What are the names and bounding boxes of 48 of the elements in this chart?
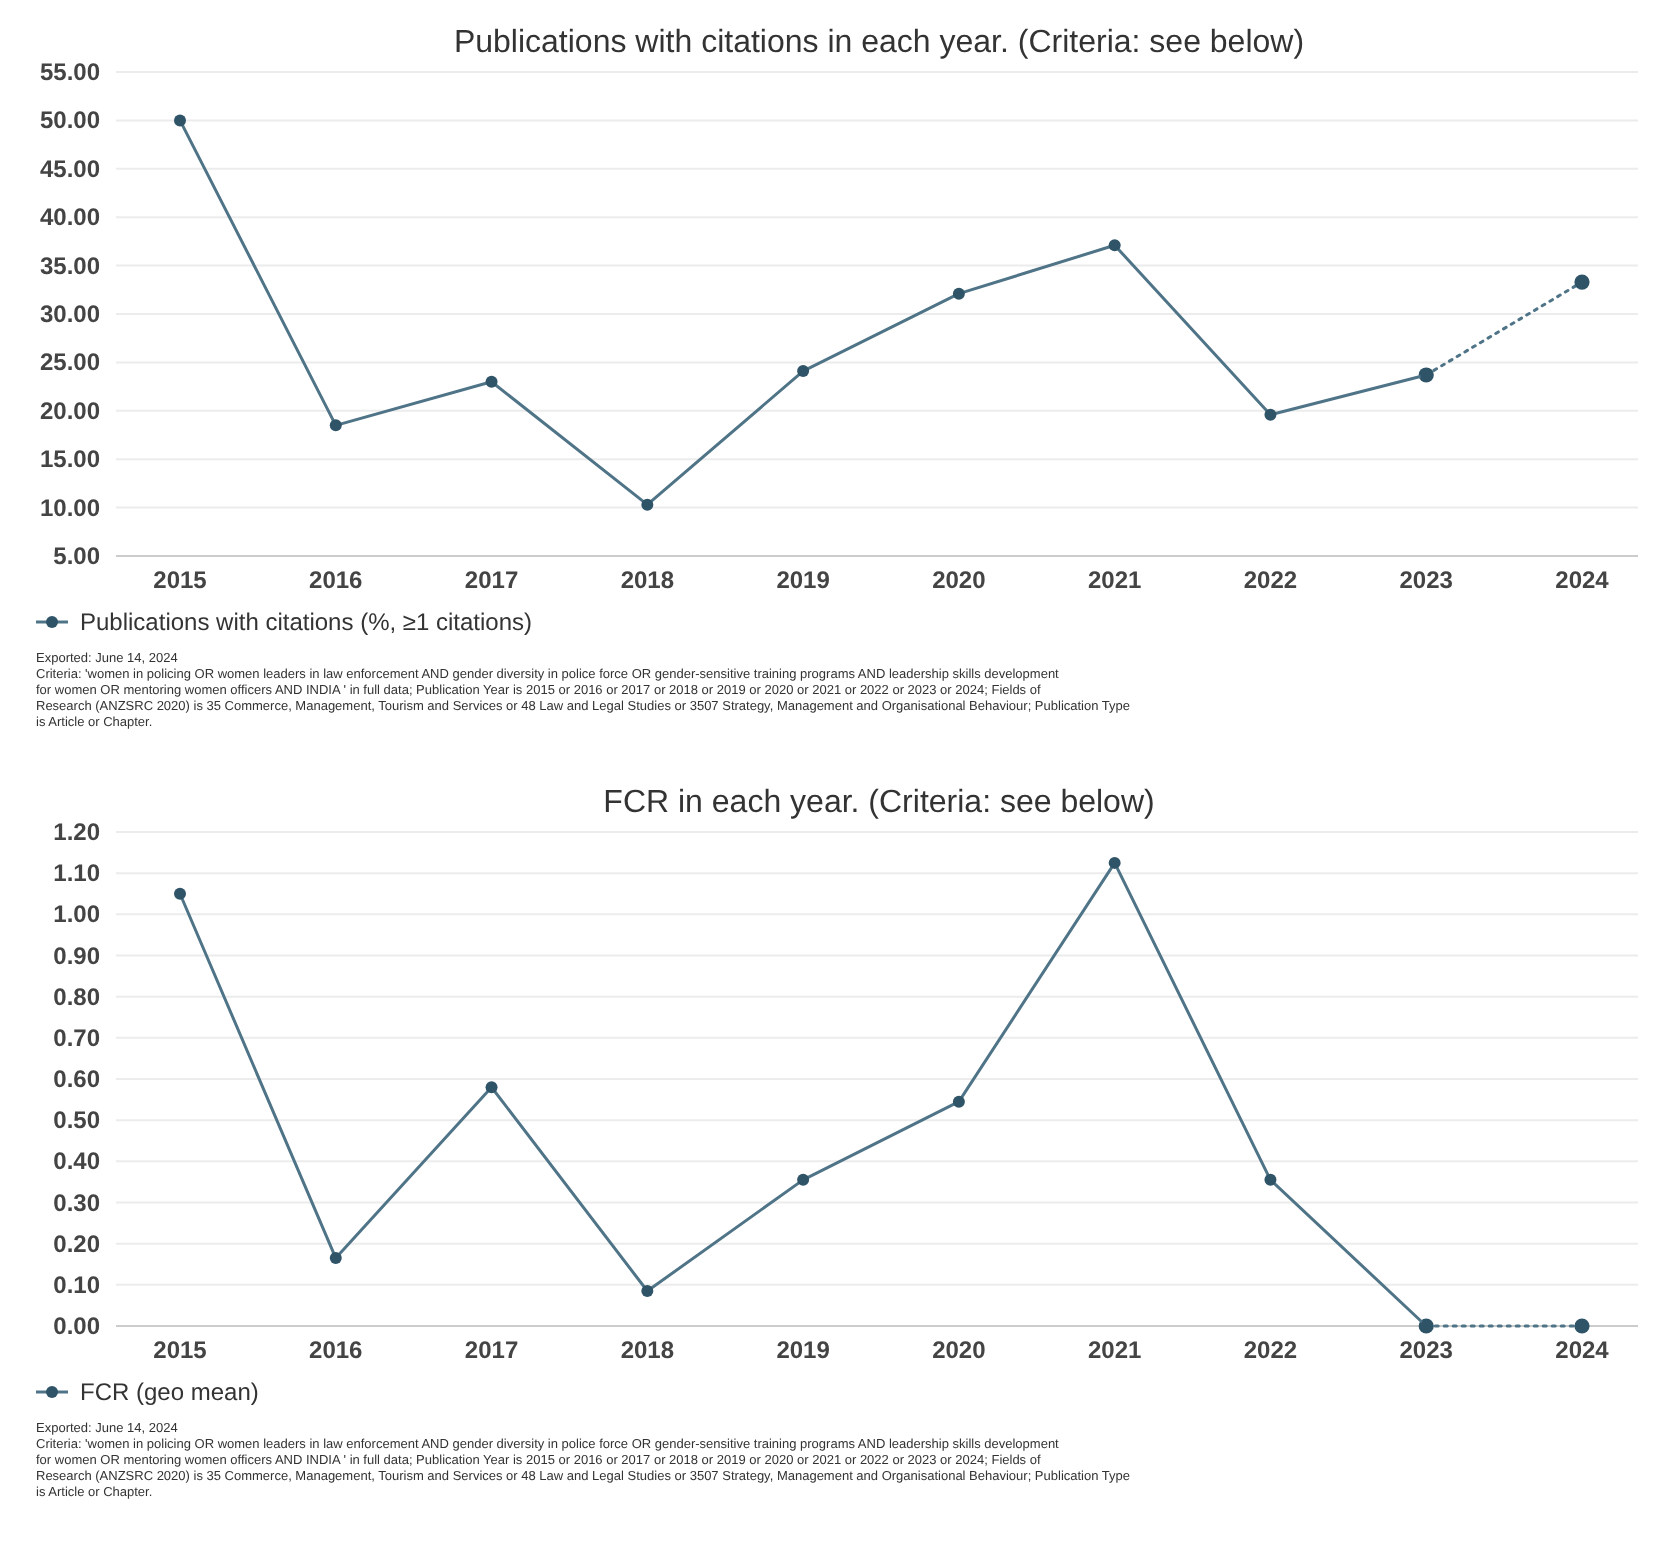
x-tick-label: 2024 [1555, 566, 1610, 594]
x-tick-label: 2021 [1087, 1336, 1143, 1364]
x-tick-label: 2020 [932, 1336, 987, 1364]
x-tick-label: 2024 [1555, 1336, 1610, 1364]
x-tick-label: 2022 [1243, 566, 1298, 594]
x-tick-label: 2019 [776, 566, 831, 594]
x-tick-label: 2019 [776, 1336, 831, 1364]
y-tick-label: 35.00 [39, 251, 101, 280]
y-tick-label: 0.30 [53, 1188, 101, 1217]
y-tick-label: 30.00 [39, 300, 101, 328]
y-tick-label: 15.00 [39, 445, 101, 474]
x-tick-label: 2015 [153, 1336, 208, 1364]
x-tick-label: 2017 [464, 566, 519, 594]
y-tick-label: 50.00 [39, 106, 101, 135]
y-tick-label: 0.50 [53, 1106, 101, 1135]
y-tick-label: 20.00 [39, 396, 101, 425]
x-tick-label: 2020 [932, 566, 987, 594]
x-tick-label: 2023 [1399, 1336, 1454, 1364]
x-tick-label: 2016 [309, 566, 364, 594]
y-tick-label: 0.80 [53, 982, 101, 1011]
x-tick-label: 2022 [1243, 1336, 1298, 1364]
legend-label: Publications with citations (%, ≥1 citations) [80, 608, 533, 636]
y-tick-label: 55.00 [39, 58, 101, 86]
legend-label: FCR (geo mean) [80, 1378, 259, 1406]
y-tick-label: 45.00 [39, 154, 101, 183]
x-tick-label: 2021 [1087, 566, 1143, 594]
y-tick-label: 10.00 [39, 493, 101, 522]
y-tick-label: 1.20 [53, 818, 101, 846]
y-tick-label: 1.00 [53, 900, 101, 929]
chart-title: FCR in each year. (Criteria: see below) [603, 786, 1155, 820]
y-tick-label: 0.40 [53, 1147, 101, 1176]
x-tick-label: 2018 [620, 566, 675, 594]
y-tick-label: 0.70 [53, 1023, 101, 1052]
x-tick-label: 2018 [620, 1336, 675, 1364]
y-tick-label: 25.00 [39, 348, 101, 377]
x-tick-label: 2016 [309, 1336, 364, 1364]
y-tick-label: 1.10 [53, 859, 101, 888]
y-tick-label: 0.90 [53, 941, 101, 970]
y-tick-label: 5.00 [53, 542, 101, 570]
y-tick-label: 0.00 [53, 1312, 101, 1340]
x-tick-label: 2017 [464, 1336, 519, 1364]
chart-title: Publications with citations in each year. (Criteria: see below) [453, 26, 1305, 60]
x-tick-label: 2023 [1399, 566, 1454, 594]
y-tick-label: 0.60 [53, 1065, 101, 1093]
y-tick-label: 0.10 [53, 1270, 101, 1299]
y-tick-label: 0.20 [53, 1229, 101, 1258]
y-tick-label: 40.00 [39, 203, 101, 232]
x-tick-label: 2015 [153, 566, 208, 594]
